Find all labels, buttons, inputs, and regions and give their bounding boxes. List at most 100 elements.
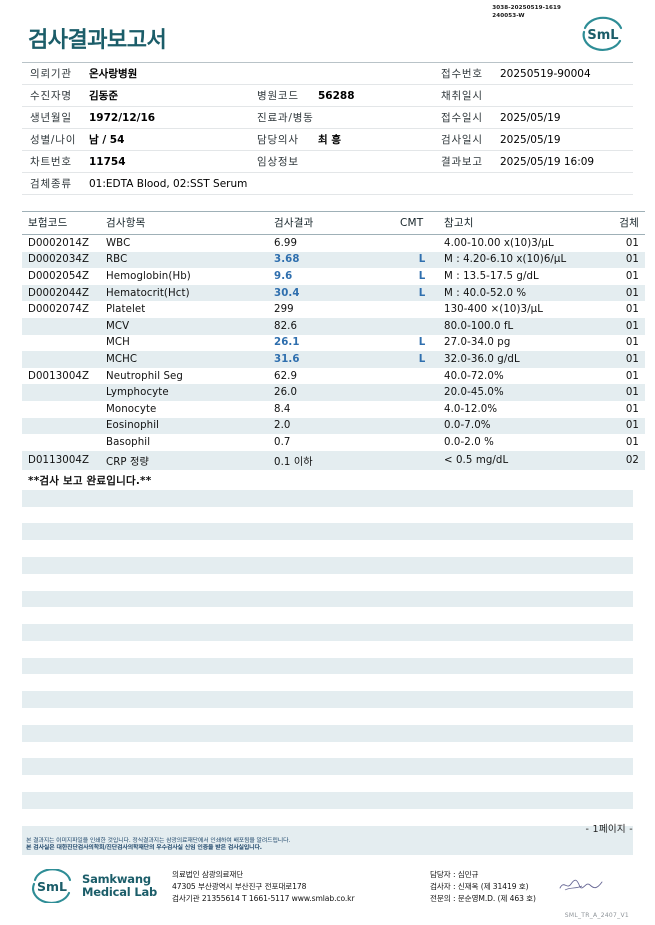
info-label: 의뢰기관	[30, 68, 72, 80]
info-label-2: 임상정보	[257, 156, 299, 168]
address-line-2: 47305 부산광역시 부산진구 전포대로178	[172, 881, 307, 891]
info-label-2: 병원코드	[257, 90, 299, 102]
cell-result: 8.4	[274, 403, 291, 415]
cell-reference: 4.00-10.00 x(10)3/µL	[444, 237, 554, 249]
cell-cmt	[400, 317, 444, 335]
empty-row	[22, 775, 633, 792]
cell-reference: M : 40.0-52.0 %	[444, 284, 604, 302]
patient-info-row: 의뢰기관 온사랑병원 접수번호 20250519-90004	[22, 62, 633, 85]
info-value: 김동준	[89, 90, 118, 102]
cell-cmt	[400, 401, 444, 418]
cell-test-name: Eosinophil	[106, 417, 274, 435]
patient-info-row: 차트번호 11754 임상정보 결과보고 2025/05/19 16:09	[22, 151, 633, 173]
table-row: D0002054Z Hemoglobin(Hb) 9.6 L M : 13.5-17.5…	[22, 268, 645, 285]
info-value-3: 2025/05/19	[500, 111, 561, 124]
cell-result: 3.68	[274, 251, 400, 269]
sml-logo-icon: SmL	[579, 16, 627, 52]
col-header-reference: 참고치	[444, 211, 604, 235]
cell-result: 6.99	[274, 237, 298, 249]
cell-specimen: 01	[604, 417, 645, 435]
info-value-2	[313, 107, 433, 129]
patient-info-row: 성별/나이 남 / 54 담당의사 최 흥 검사일시 2025/05/19	[22, 129, 633, 151]
cell-result: 299	[274, 304, 294, 316]
info-value-3: 20250519-90004	[500, 67, 591, 80]
cell-specimen: 01	[625, 304, 639, 316]
table-row: MCH 26.1 L 27.0-34.0 pg 01	[22, 335, 645, 352]
signature-manager: 담당자 : 심민규	[430, 870, 479, 879]
cell-test-name: RBC	[106, 251, 274, 269]
table-row: MCHC 31.6 L 32.0-36.0 g/dL 01	[22, 351, 645, 368]
empty-row	[22, 758, 633, 776]
empty-row	[22, 489, 633, 507]
cell-test-name: Neutrophil Seg	[106, 370, 183, 382]
cell-code	[22, 351, 106, 368]
table-row: MCV 82.6 80.0-100.0 fL 01	[22, 317, 645, 335]
cell-reference: 130-400 ×(10)3/µL	[444, 304, 544, 316]
cell-specimen: 01	[604, 284, 645, 302]
cell-specimen: 01	[604, 351, 645, 368]
empty-row	[22, 674, 633, 691]
cell-reference: M : 13.5-17.5 g/dL	[444, 270, 539, 282]
info-value-2	[313, 151, 433, 173]
table-row: D0002044Z Hematocrit(Hct) 30.4 L M : 40.0-52…	[22, 284, 645, 302]
info-value-2: 최 흥	[318, 134, 341, 146]
info-value-3: 2025/05/19 16:09	[500, 155, 595, 168]
col-header-cmt: CMT	[400, 211, 444, 235]
brand-name: Samkwang Medical Lab	[82, 872, 157, 899]
empty-row	[22, 507, 633, 524]
table-row: D0113004Z CRP 정량 0.1 이하 < 0.5 mg/dL 02	[22, 450, 645, 470]
cell-result: 26.0	[274, 384, 400, 401]
cell-specimen: 01	[604, 251, 645, 269]
col-header-name: 검사항목	[106, 211, 274, 235]
signature-block: 담당자 : 심민규 검사자 : 신재옥 (제 31419 호) 전문의 : 문순…	[430, 869, 603, 904]
cell-result: 2.0	[274, 417, 400, 435]
table-row: Basophil 0.7 0.0-2.0 % 01	[22, 434, 645, 451]
footer-logo-block: SmL Samkwang Medical Lab	[30, 869, 157, 903]
info-label-3: 접수일시	[441, 112, 483, 124]
cell-specimen: 01	[625, 436, 639, 448]
cell-test-name: MCH	[106, 337, 130, 349]
signature-tester: 검사자 : 신재옥 (제 31419 호)	[430, 879, 603, 893]
page-number: - 1페이지 -	[585, 823, 633, 835]
cell-specimen: 02	[604, 450, 645, 470]
cell-test-name: Hematocrit(Hct)	[106, 284, 274, 302]
cell-test-name: MCHC	[106, 351, 274, 368]
cell-result: 9.6	[274, 270, 293, 282]
cell-code: D0113004Z	[22, 450, 106, 470]
table-row: D0002074Z Platelet 299 130-400 ×(10)3/µL 01	[22, 301, 645, 318]
cell-result: 62.9	[274, 370, 298, 382]
handwritten-signature-icon	[559, 879, 603, 891]
cell-result: 82.6	[274, 317, 400, 335]
info-value-2: 56288	[318, 89, 355, 102]
cell-cmt	[400, 235, 444, 252]
patient-info-table: 의뢰기관 온사랑병원 접수번호 20250519-90004 수진자명 김동준 병원코드 56…	[22, 62, 633, 195]
cell-result: 0.7	[274, 436, 291, 448]
report-header: 검사결과보고서 3038-20250519-1619 240053-W SmL	[22, 0, 633, 56]
cell-reference: 80.0-100.0 fL	[444, 317, 604, 335]
cell-code	[22, 417, 106, 435]
cell-specimen: 01	[625, 270, 639, 282]
col-header-specimen: 검체	[604, 211, 645, 235]
cell-result: 26.1	[274, 337, 300, 349]
cell-code: D0002074Z	[28, 304, 90, 316]
cell-code: D0002034Z	[22, 251, 106, 269]
empty-row	[22, 641, 633, 658]
barcode-line-1: 3038-20250519-1619	[492, 5, 561, 11]
empty-row	[22, 742, 633, 759]
cell-code	[22, 317, 106, 335]
cell-cmt	[400, 417, 444, 435]
disclaimer-line-1: 본 결과지는 이미지파일을 인쇄한 것입니다. 정식결과지는 삼광의료재단에서 …	[26, 837, 291, 844]
results-table: 보험코드 검사항목 검사결과 CMT 참고치 검체 D0002014Z WBC 6.…	[22, 211, 645, 470]
cell-specimen: 01	[625, 337, 639, 349]
cell-reference: 32.0-36.0 g/dL	[444, 351, 604, 368]
cell-specimen: 01	[625, 237, 639, 249]
cell-reference: 40.0-72.0%	[444, 370, 504, 382]
cell-test-name: CRP 정량	[106, 450, 274, 470]
empty-row	[22, 792, 633, 809]
info-value-3	[495, 85, 633, 107]
empty-rows-filler	[22, 489, 633, 843]
address-line-3: 검사기관 21355614 T 1661-5117 www.smlab.co.k…	[172, 893, 355, 903]
cell-reference: M : 4.20-6.10 x(10)6/µL	[444, 251, 604, 269]
cell-specimen: 01	[604, 317, 645, 335]
info-label: 차트번호	[30, 156, 72, 168]
